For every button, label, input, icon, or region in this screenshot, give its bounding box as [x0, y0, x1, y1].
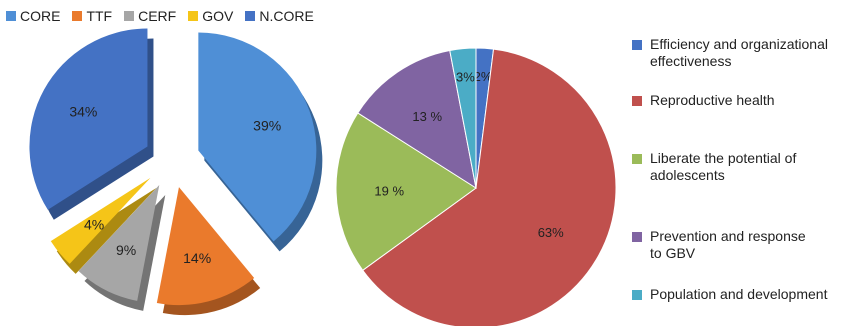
legend-label: Reproductive health — [650, 92, 775, 108]
left-pie-label-n-core: 34% — [69, 103, 97, 119]
legend-item-prevention-and-response-to-gbv: Prevention and response to GBV — [632, 228, 852, 262]
legend-label: GOV — [202, 8, 234, 24]
legend-swatch — [6, 11, 16, 21]
legend-item-reproductive-health: Reproductive health — [632, 92, 852, 109]
left-pie-label-cerf: 9% — [116, 242, 136, 258]
legend-label: Efficiency and organizational effectivene… — [650, 36, 828, 69]
legend-label: Liberate the potential of adolescents — [650, 150, 797, 183]
left-pie-label-gov: 4% — [84, 216, 104, 232]
right-pie-chart: 2% 63% 19 % 13 % 3% — [335, 47, 617, 326]
legend-item-population-and-development: Population and development — [632, 286, 852, 303]
right-pie-label-prevention-and-response-to-gbv: 13 % — [412, 109, 442, 124]
left-pie-slice-ttf — [156, 187, 255, 306]
right-pie-slice-reproductive-health — [362, 48, 617, 326]
right-pie-slice-prevention-and-response-to-gbv — [357, 49, 477, 190]
legend-label: CERF — [138, 8, 177, 24]
legend-swatch — [72, 11, 83, 21]
legend-item-core: CORE — [6, 8, 60, 24]
legend-item-liberate-the-potential-of-adolescents: Liberate the potential of adolescents — [632, 150, 852, 184]
left-pie-chart: 39% 14% 9% 4% 34% — [29, 28, 323, 316]
legend-label: N.CORE — [259, 8, 314, 24]
left-pie-slice-gov — [50, 177, 151, 264]
left-pie-slice-depth-gov — [56, 187, 157, 274]
right-pie-slice-liberate-the-potential-of-adolescents — [335, 112, 477, 271]
legend-swatch — [632, 290, 642, 300]
legend-item-cerf: CERF — [124, 8, 176, 24]
legend-swatch — [632, 232, 642, 242]
right-pie-label-reproductive-health: 63% — [538, 225, 564, 240]
left-pie-label-core: 39% — [253, 118, 281, 134]
left-chart-legend: CORE TTF CERF GOV N.CORE — [6, 8, 314, 24]
left-pie-slice-cerf — [78, 184, 160, 301]
legend-swatch — [188, 11, 199, 21]
left-pie-slice-n-core — [29, 28, 148, 210]
legend-label: CORE — [20, 8, 61, 24]
legend-swatch — [632, 154, 642, 164]
legend-label: Prevention and response to GBV — [650, 228, 806, 261]
legend-swatch — [632, 40, 642, 50]
right-pie-slice-population-and-development — [449, 47, 477, 189]
legend-swatch — [245, 11, 256, 21]
left-pie-slice-core — [198, 32, 317, 242]
legend-swatch — [124, 11, 135, 21]
legend-item-efficiency-and-organizational-effectiveness: Efficiency and organizational effectivene… — [632, 36, 852, 70]
legend-label: Population and development — [650, 286, 828, 302]
legend-item-n-core: N.CORE — [245, 8, 314, 24]
right-pie-label-efficiency-and-organizational-effectiveness: 2% — [474, 69, 493, 84]
right-pie-label-liberate-the-potential-of-adolescents: 19 % — [374, 184, 404, 199]
legend-item-gov: GOV — [188, 8, 233, 24]
right-pie-label-population-and-development: 3% — [456, 69, 475, 84]
left-pie-label-ttf: 14% — [183, 250, 211, 266]
legend-label: TTF — [86, 8, 113, 24]
legend-swatch — [632, 96, 642, 106]
legend-item-ttf: TTF — [72, 8, 112, 24]
